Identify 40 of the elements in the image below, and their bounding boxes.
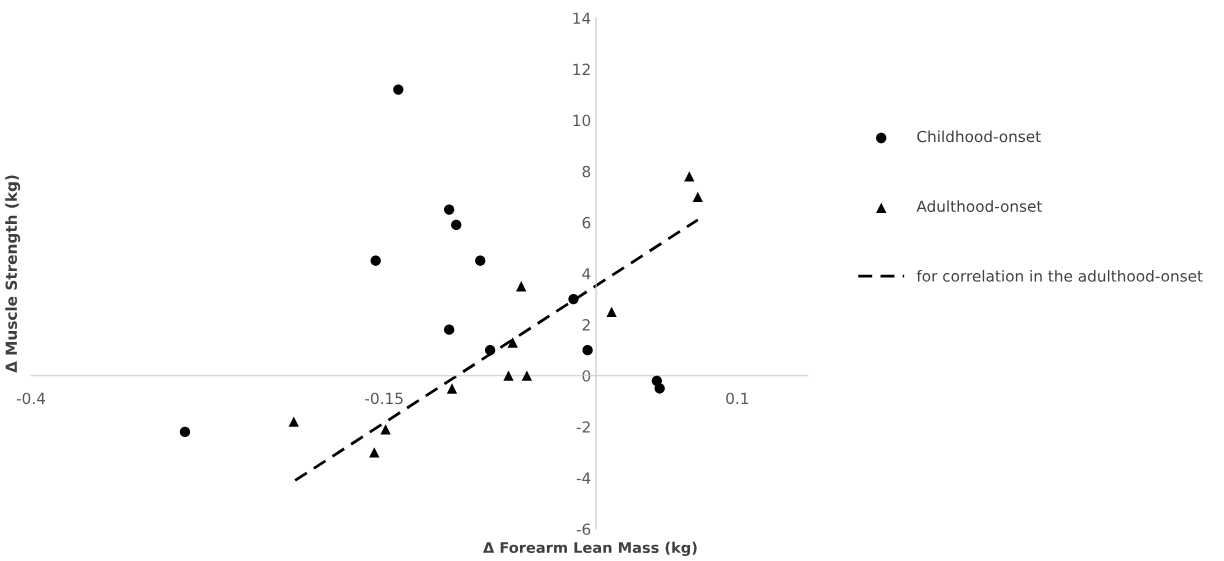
point <box>521 370 533 381</box>
legend-label: Childhood-onset <box>917 130 1041 143</box>
x-axis-title: Δ Forearm Lean Mass (kg) <box>483 541 697 556</box>
point <box>475 255 486 266</box>
y-axis-title: Δ Muscle Strength (kg) <box>5 175 21 373</box>
x-tick-label: -0.4 <box>16 392 46 405</box>
point <box>380 424 391 435</box>
point <box>684 171 695 182</box>
y-tick-label: -4 <box>576 472 591 484</box>
y-tick-label: 10 <box>573 114 591 127</box>
point <box>503 370 514 381</box>
y-tick-label: 12 <box>573 63 590 75</box>
point <box>370 255 381 266</box>
point <box>484 345 496 356</box>
point <box>444 324 455 335</box>
point <box>179 426 191 438</box>
point <box>288 416 299 427</box>
y-tick-label: 6 <box>582 216 591 229</box>
y-tick-label: -6 <box>576 523 591 536</box>
y-tick-label: -2 <box>576 421 590 433</box>
point <box>692 191 703 202</box>
point <box>606 306 617 317</box>
y-tick-label: 4 <box>582 268 591 280</box>
point <box>568 293 579 305</box>
x-tick-label: -0.15 <box>365 392 403 405</box>
legend-label: for correlation in the adulthood-onset <box>916 269 1203 282</box>
point <box>507 337 518 348</box>
y-tick-label: 0 <box>582 370 591 382</box>
legend-label: Adulthood-onset <box>916 200 1043 212</box>
point <box>654 383 665 394</box>
point <box>582 345 593 356</box>
point <box>393 84 404 95</box>
point <box>446 383 458 394</box>
point <box>444 204 455 215</box>
y-tick-label: 14 <box>573 12 591 24</box>
point <box>369 447 380 458</box>
y-tick-label: 8 <box>582 165 591 178</box>
x-tick-label: 0.1 <box>726 392 749 405</box>
point <box>451 219 462 231</box>
y-tick-label: 2 <box>582 319 590 331</box>
